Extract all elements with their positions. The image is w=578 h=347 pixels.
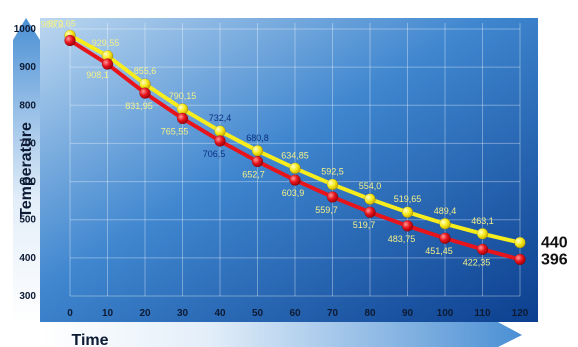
data-label: 422,35 (463, 257, 491, 267)
data-point (65, 35, 76, 46)
x-tick-label: 80 (364, 308, 376, 319)
data-point (215, 135, 226, 146)
x-tick-label: 60 (289, 308, 301, 319)
data-point (252, 156, 263, 167)
data-label: 765,55 (161, 126, 189, 136)
y-tick-label: 900 (19, 62, 36, 73)
data-label: 554,0 (359, 181, 382, 191)
data-label: 483,75 (388, 234, 416, 244)
y-axis-label: Temperature (18, 122, 35, 218)
data-point (290, 163, 301, 174)
data-label: 519,7 (353, 220, 376, 230)
data-label: 451,45 (425, 246, 453, 256)
data-label: 706,5 (203, 149, 226, 159)
data-label: 489,4 (434, 206, 457, 216)
y-tick-label: 1000 (14, 24, 37, 35)
data-point (477, 228, 488, 239)
x-tick-label: 10 (102, 308, 114, 319)
x-axis-arrow (40, 322, 522, 347)
data-label: 463,1 (471, 216, 494, 226)
x-tick-label: 70 (327, 308, 339, 319)
data-label: 634,85 (281, 150, 309, 160)
data-point (440, 233, 451, 244)
data-label: 929,55 (92, 38, 120, 48)
x-tick-label: 110 (474, 308, 491, 319)
x-tick-label: 20 (139, 308, 151, 319)
data-point (365, 194, 376, 205)
data-point (402, 207, 413, 218)
data-point (365, 207, 376, 218)
x-tick-label: 120 (512, 308, 529, 319)
data-label: 970,65 (48, 18, 76, 28)
data-label: 790,15 (169, 91, 197, 101)
y-tick-label: 300 (19, 291, 36, 302)
end-label: 396 (541, 251, 568, 268)
data-point (177, 113, 188, 124)
data-label: 519,65 (394, 194, 422, 204)
data-point (402, 220, 413, 231)
y-tick-label: 800 (19, 100, 36, 111)
x-tick-label: 0 (67, 308, 73, 319)
data-label: 652,7 (242, 169, 265, 179)
data-point (515, 237, 526, 248)
data-label: 559,7 (315, 205, 338, 215)
end-label: 440 (541, 235, 568, 252)
x-tick-label: 40 (214, 308, 226, 319)
data-label: 732,4 (209, 113, 232, 123)
data-point (327, 191, 338, 202)
x-tick-label: 100 (437, 308, 454, 319)
data-label: 680,8 (246, 133, 269, 143)
data-point (215, 126, 226, 137)
data-point (440, 218, 451, 229)
y-tick-label: 400 (19, 253, 36, 264)
data-point (140, 88, 151, 99)
data-point (327, 179, 338, 190)
data-label: 908,1 (86, 70, 109, 80)
data-point (290, 175, 301, 186)
data-label: 603,9 (282, 188, 305, 198)
data-point (252, 145, 263, 156)
data-point (102, 59, 113, 70)
x-tick-label: 50 (252, 308, 264, 319)
x-tick-label: 90 (402, 308, 414, 319)
data-label: 831,95 (125, 101, 153, 111)
data-label: 592,5 (321, 166, 344, 176)
data-point (515, 254, 526, 265)
x-tick-label: 30 (177, 308, 189, 319)
data-label: 855,6 (134, 66, 157, 76)
data-point (477, 244, 488, 255)
x-axis-label: Time (71, 332, 108, 347)
